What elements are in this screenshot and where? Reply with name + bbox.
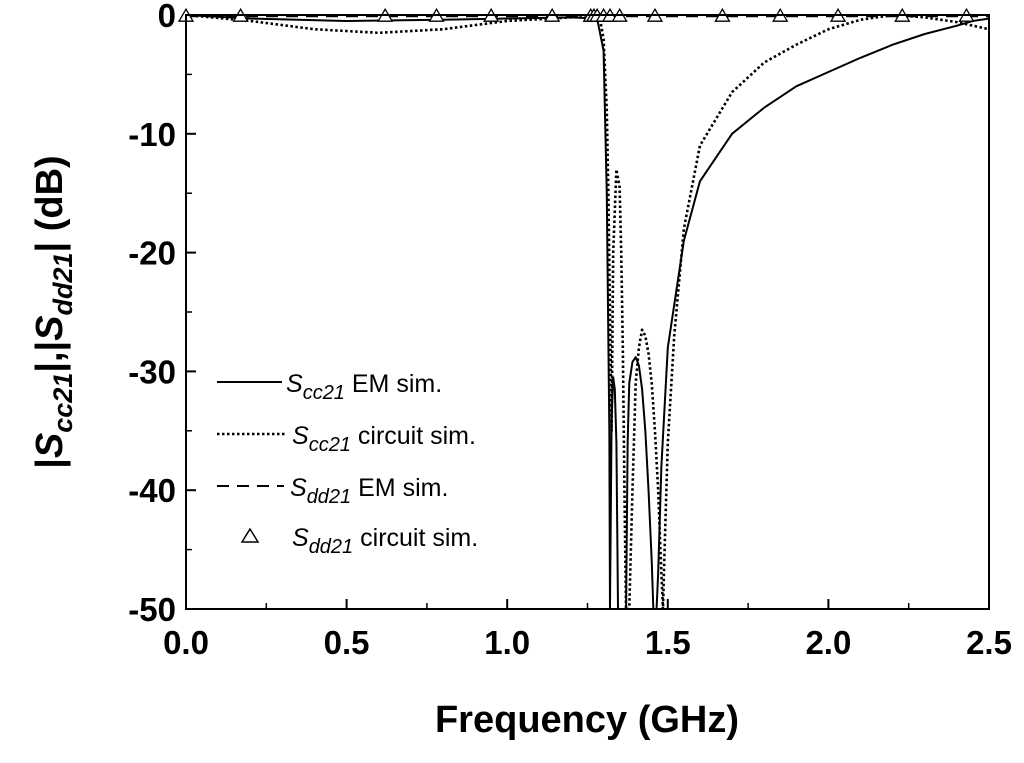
legend-4-symbol: S [292, 524, 309, 552]
y-title-s1-sub: cc21 [48, 373, 78, 433]
y-tick-label: -10 [128, 116, 176, 153]
legend-4-suffix: circuit sim. [353, 524, 478, 552]
legend-2-suffix: circuit sim. [351, 422, 476, 450]
y-title-end: | (dB) [29, 155, 71, 252]
legend-4-sub: dd21 [309, 536, 354, 558]
y-tick-label: -40 [128, 472, 176, 509]
legend-entry-3: Sdd21 EM sim. [290, 474, 448, 508]
y-title-bar-open: | [29, 458, 71, 469]
legend-entry-2: Scc21 circuit sim. [292, 422, 476, 456]
scc21-em-line [186, 15, 989, 609]
legend-3-symbol: S [290, 474, 307, 502]
x-tick-label: 0.0 [163, 624, 209, 661]
y-tick-label: -30 [128, 353, 176, 390]
x-tick-label: 2.0 [805, 624, 851, 661]
scc21-circuit-line [186, 15, 989, 609]
x-axis-title: Frequency (GHz) [435, 699, 739, 741]
y-title-s2-sub: dd21 [48, 252, 78, 315]
legend-1-symbol: S [286, 370, 303, 398]
y-tick-label: 0 [158, 0, 176, 34]
legend-2-symbol: S [292, 422, 309, 450]
x-tick-label: 0.5 [324, 624, 370, 661]
plot-frame [185, 14, 990, 610]
y-axis-title: |Scc21|,|Sdd21| (dB) [29, 155, 78, 468]
x-tick-label: 1.5 [645, 624, 691, 661]
legend-1-sub: cc21 [303, 382, 345, 404]
legend-1-suffix: EM sim. [345, 370, 442, 398]
y-tick-label: -20 [128, 235, 176, 272]
x-tick-label: 1.0 [484, 624, 530, 661]
legend: Scc21 EM sim. Scc21 circuit sim. Sdd21 E… [217, 370, 478, 558]
legend-2-sub: cc21 [309, 434, 351, 456]
y-title-mid: |,| [29, 341, 71, 373]
legend-entry-4: Sdd21 circuit sim. [292, 524, 478, 558]
y-tick-label: -50 [128, 591, 176, 628]
legend-3-suffix: EM sim. [351, 474, 448, 502]
legend-entry-1: Scc21 EM sim. [286, 370, 442, 404]
legend-swatch-triangle [240, 527, 260, 543]
x-tick-label: 2.5 [966, 624, 1012, 661]
legend-3-sub: dd21 [307, 486, 352, 508]
y-title-s2: S [29, 315, 71, 340]
y-title-s1: S [29, 433, 71, 458]
